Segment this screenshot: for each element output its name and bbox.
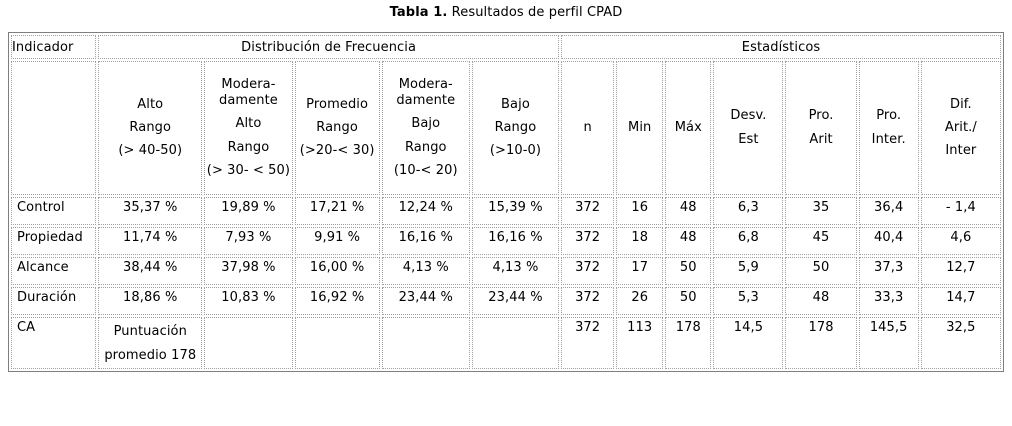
header-pro-arit: Pro. Arit [785, 61, 857, 195]
data-cell: 113 [616, 317, 664, 370]
data-cell: 4,13 % [381, 257, 470, 285]
header-max: Máx [665, 61, 712, 195]
column-header-row: Alto Rango (> 40-50) Modera- damente Alto Ra… [11, 61, 1001, 195]
header-min: Min [616, 61, 664, 195]
data-cell: 35 [785, 197, 857, 225]
data-cell: - 1,4 [920, 197, 1001, 225]
data-cell: 9,91 % [294, 227, 380, 255]
header-n: n [561, 61, 615, 195]
data-cell: 5,3 [713, 287, 784, 315]
table-title: Tabla 1. Resultados de perfil CPAD [0, 0, 1012, 32]
data-cell: 14,5 [713, 317, 784, 370]
header-indicador: Indicador [11, 35, 97, 59]
data-cell: 18,86 % [98, 287, 203, 315]
data-cell: 14,7 [920, 287, 1001, 315]
data-cell: 48 [785, 287, 857, 315]
data-cell: 4,6 [920, 227, 1001, 255]
header-bajo-rango: Bajo Rango (>10-0) [471, 61, 560, 195]
data-cell [294, 317, 380, 370]
data-cell: 372 [561, 197, 615, 225]
data-cell: 16 [616, 197, 664, 225]
data-cell [204, 317, 293, 370]
data-cell: 16,16 % [471, 227, 560, 255]
header-dif-arit-inter: Dif. Arit./Inter [920, 61, 1001, 195]
data-cell: 35,37 % [98, 197, 203, 225]
header-cell-empty [11, 61, 97, 195]
data-cell: 4,13 % [471, 257, 560, 285]
table-row-control: Control 35,37 % 19,89 % 17,21 % 12,24 % … [11, 197, 1001, 225]
data-cell: 12,7 [920, 257, 1001, 285]
header-moderadamente-bajo-rango: Modera- damente Bajo Rango (10-< 20) [381, 61, 470, 195]
data-cell: 26 [616, 287, 664, 315]
data-cell: 36,4 [858, 197, 919, 225]
data-cell: Puntuación promedio 178 [98, 317, 203, 370]
data-cell: 372 [561, 257, 615, 285]
data-cell: 11,74 % [98, 227, 203, 255]
data-cell: 33,3 [858, 287, 919, 315]
header-moderadamente-alto-rango: Modera- damente Alto Rango (> 30- < 50) [204, 61, 293, 195]
data-cell: 23,44 % [471, 287, 560, 315]
data-cell: 50 [665, 257, 712, 285]
data-cell: 18 [616, 227, 664, 255]
data-cell: 372 [561, 227, 615, 255]
row-label: CA [11, 317, 97, 370]
data-cell: 372 [561, 317, 615, 370]
header-alto-rango: Alto Rango (> 40-50) [98, 61, 203, 195]
data-cell: 37,3 [858, 257, 919, 285]
data-cell: 16,00 % [294, 257, 380, 285]
data-cell: 48 [665, 227, 712, 255]
data-cell: 50 [785, 257, 857, 285]
table-title-text: Resultados de perfil CPAD [447, 5, 623, 20]
data-cell: 145,5 [858, 317, 919, 370]
data-cell: 16,16 % [381, 227, 470, 255]
data-cell: 7,93 % [204, 227, 293, 255]
header-distribucion-frecuencia: Distribución de Frecuencia [98, 35, 560, 59]
header-desv-est: Desv. Est [713, 61, 784, 195]
data-cell: 38,44 % [98, 257, 203, 285]
data-cell [471, 317, 560, 370]
header-promedio-rango: Promedio Rango (>20-< 30) [294, 61, 380, 195]
table-title-number: Tabla 1. [389, 5, 448, 20]
data-cell: 16,92 % [294, 287, 380, 315]
data-cell: 19,89 % [204, 197, 293, 225]
table-row-alcance: Alcance 38,44 % 37,98 % 16,00 % 4,13 % 4… [11, 257, 1001, 285]
group-header-row: Indicador Distribución de Frecuencia Est… [11, 35, 1001, 59]
data-cell: 6,3 [713, 197, 784, 225]
data-cell: 45 [785, 227, 857, 255]
data-cell: 17,21 % [294, 197, 380, 225]
data-cell: 32,5 [920, 317, 1001, 370]
data-cell: 178 [665, 317, 712, 370]
data-cell: 178 [785, 317, 857, 370]
table-row-propiedad: Propiedad 11,74 % 7,93 % 9,91 % 16,16 % … [11, 227, 1001, 255]
data-cell: 5,9 [713, 257, 784, 285]
row-label: Duración [11, 287, 97, 315]
data-cell: 6,8 [713, 227, 784, 255]
row-label: Alcance [11, 257, 97, 285]
data-cell: 10,83 % [204, 287, 293, 315]
row-label: Control [11, 197, 97, 225]
data-cell: 48 [665, 197, 712, 225]
data-cell: 15,39 % [471, 197, 560, 225]
data-cell: 50 [665, 287, 712, 315]
data-cell [381, 317, 470, 370]
data-cell: 372 [561, 287, 615, 315]
header-estadisticos: Estadísticos [561, 35, 1001, 59]
data-cell: 12,24 % [381, 197, 470, 225]
header-pro-inter: Pro. Inter. [858, 61, 919, 195]
results-table: Indicador Distribución de Frecuencia Est… [8, 32, 1004, 373]
row-label: Propiedad [11, 227, 97, 255]
table-row-ca: CA Puntuación promedio 178 372 113 178 1… [11, 317, 1001, 370]
data-cell: 40,4 [858, 227, 919, 255]
data-cell: 17 [616, 257, 664, 285]
data-cell: 23,44 % [381, 287, 470, 315]
table-row-duracion: Duración 18,86 % 10,83 % 16,92 % 23,44 %… [11, 287, 1001, 315]
data-cell: 37,98 % [204, 257, 293, 285]
